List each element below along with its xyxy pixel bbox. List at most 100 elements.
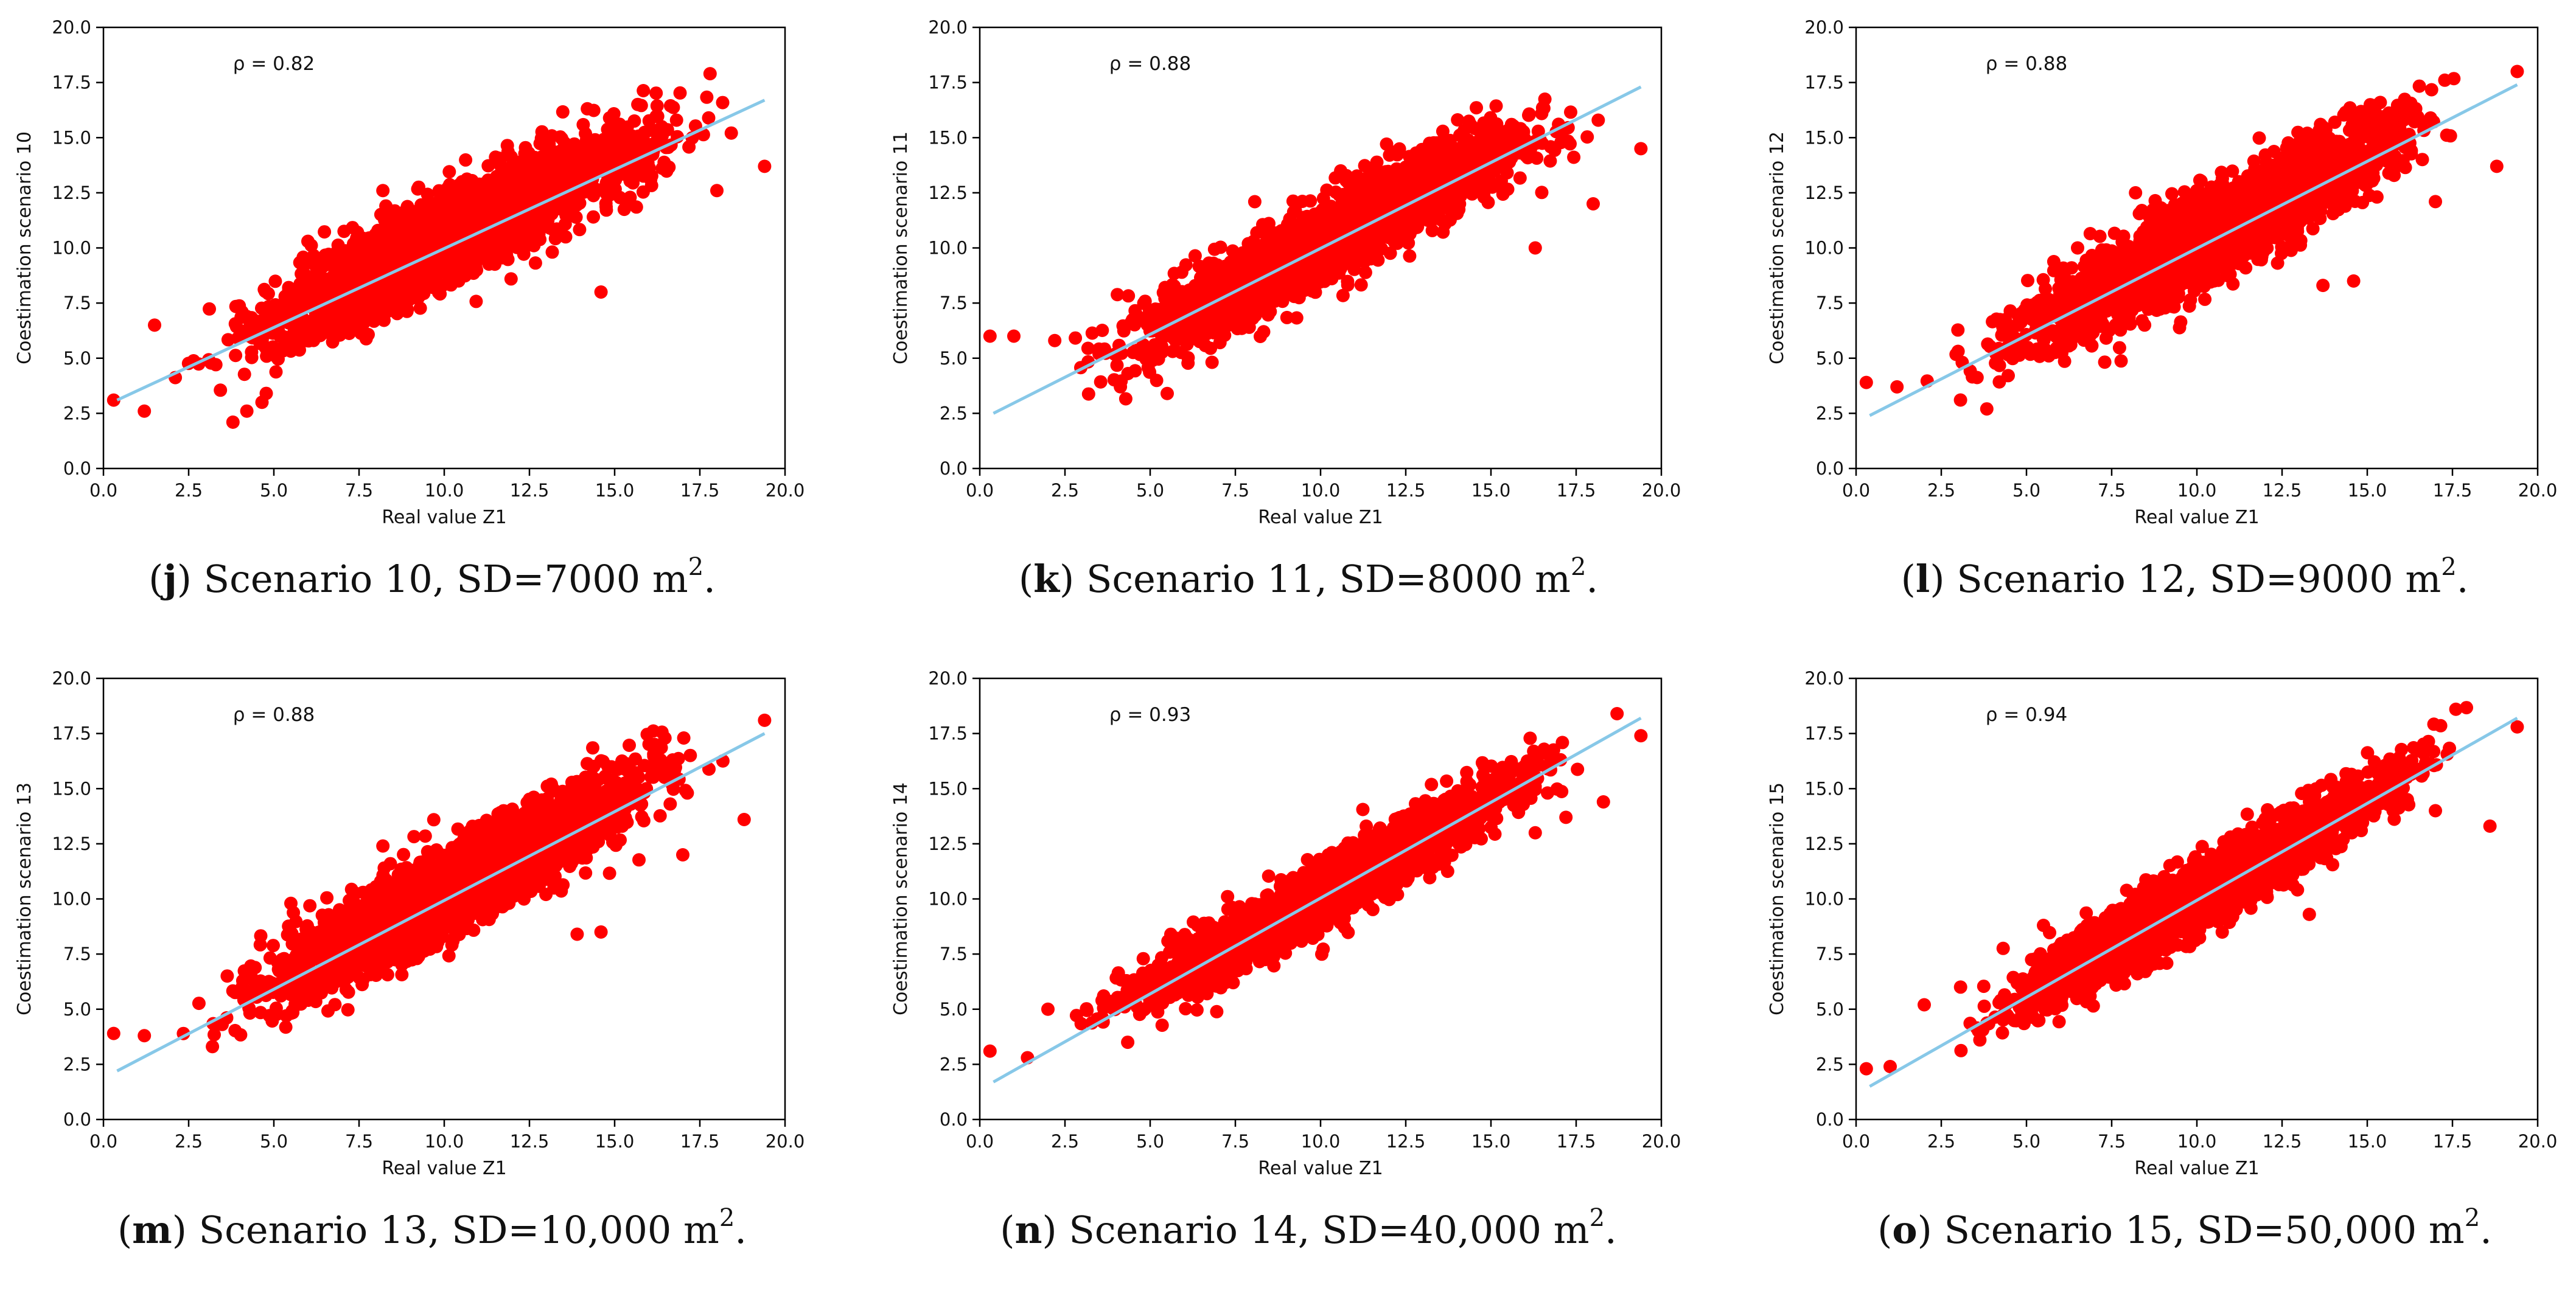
data-point — [1179, 258, 1193, 271]
y-tick-label: 17.5 — [52, 72, 91, 93]
data-point — [326, 276, 339, 290]
data-point — [421, 187, 435, 201]
data-point — [1513, 172, 1527, 185]
data-point — [503, 163, 517, 176]
data-point — [280, 289, 293, 302]
data-point — [434, 207, 447, 221]
data-point — [1257, 325, 1271, 338]
data-point — [434, 188, 447, 201]
data-point — [236, 305, 249, 319]
y-tick-label: 5.0 — [63, 348, 91, 369]
data-point — [609, 151, 622, 164]
data-point — [517, 217, 531, 230]
data-point — [435, 258, 448, 271]
data-point — [540, 183, 553, 197]
data-point — [1114, 374, 1128, 388]
data-point — [518, 157, 531, 170]
data-point — [245, 351, 259, 364]
data-point — [575, 153, 588, 167]
data-point — [1591, 114, 1605, 127]
outlier-point — [758, 159, 771, 173]
data-point — [1289, 204, 1302, 217]
data-point — [1554, 136, 1568, 149]
data-point — [422, 277, 436, 290]
data-point — [486, 178, 500, 192]
data-point — [725, 127, 738, 140]
data-point — [293, 256, 307, 270]
data-point — [1501, 183, 1515, 196]
data-point — [507, 235, 520, 248]
data-point — [238, 367, 251, 381]
data-point — [530, 166, 543, 179]
data-point — [641, 165, 655, 178]
x-tick-label: 2.5 — [175, 480, 203, 501]
data-point — [1468, 143, 1482, 156]
data-point — [1236, 251, 1249, 264]
data-point — [573, 223, 586, 236]
x-tick-label: 10.0 — [425, 480, 464, 501]
outlier-point — [226, 416, 240, 429]
data-point — [209, 358, 223, 371]
data-point — [533, 233, 546, 246]
data-point — [1128, 364, 1142, 377]
x-tick-label: 5.0 — [260, 480, 288, 501]
data-point — [469, 294, 483, 308]
data-point — [575, 169, 588, 183]
data-point — [337, 225, 351, 238]
data-point — [382, 286, 396, 299]
data-point — [622, 193, 635, 207]
data-point — [1208, 243, 1221, 256]
data-point — [442, 165, 456, 178]
data-point — [616, 133, 630, 146]
data-point — [501, 139, 514, 152]
data-point — [321, 252, 335, 265]
data-point — [402, 236, 416, 249]
data-point — [293, 277, 307, 291]
data-point — [256, 395, 269, 409]
data-point — [267, 340, 280, 353]
data-point — [1094, 375, 1108, 389]
data-point — [1181, 351, 1195, 364]
data-point — [270, 365, 283, 378]
data-point — [1082, 388, 1095, 401]
data-point — [529, 256, 542, 270]
data-point — [383, 231, 396, 245]
data-point — [262, 287, 275, 301]
data-point — [1248, 195, 1262, 209]
data-point — [1213, 336, 1227, 349]
data-point — [651, 99, 664, 113]
data-point — [549, 232, 562, 245]
data-point — [554, 130, 567, 144]
data-point — [576, 118, 590, 131]
data-point — [504, 272, 518, 285]
data-point — [1535, 186, 1549, 199]
data-point — [466, 195, 480, 209]
data-point — [1470, 101, 1483, 114]
data-point — [484, 237, 498, 250]
data-point — [1206, 356, 1219, 369]
data-point — [517, 179, 530, 192]
data-point — [1280, 311, 1294, 324]
data-point — [214, 383, 227, 397]
data-point — [387, 256, 400, 269]
data-point — [591, 183, 604, 197]
data-point — [379, 200, 393, 213]
correlation-annotation: ρ = 0.82 — [233, 53, 315, 75]
data-point — [1490, 99, 1503, 113]
data-point — [674, 86, 687, 100]
y-axis-label: Coestimation scenario 10 — [14, 131, 35, 364]
x-tick-label: 15.0 — [595, 480, 635, 501]
data-point — [1128, 318, 1141, 332]
outlier-point — [376, 184, 389, 197]
data-point — [700, 91, 713, 104]
data-point — [400, 203, 413, 216]
data-point — [1119, 392, 1133, 406]
outlier-point — [138, 405, 151, 418]
scatter-points — [107, 67, 772, 429]
data-point — [369, 289, 382, 302]
data-point — [587, 211, 600, 224]
data-point — [1166, 345, 1179, 358]
data-point — [351, 226, 364, 239]
data-point — [240, 405, 254, 418]
x-tick-label: 17.5 — [680, 480, 720, 501]
